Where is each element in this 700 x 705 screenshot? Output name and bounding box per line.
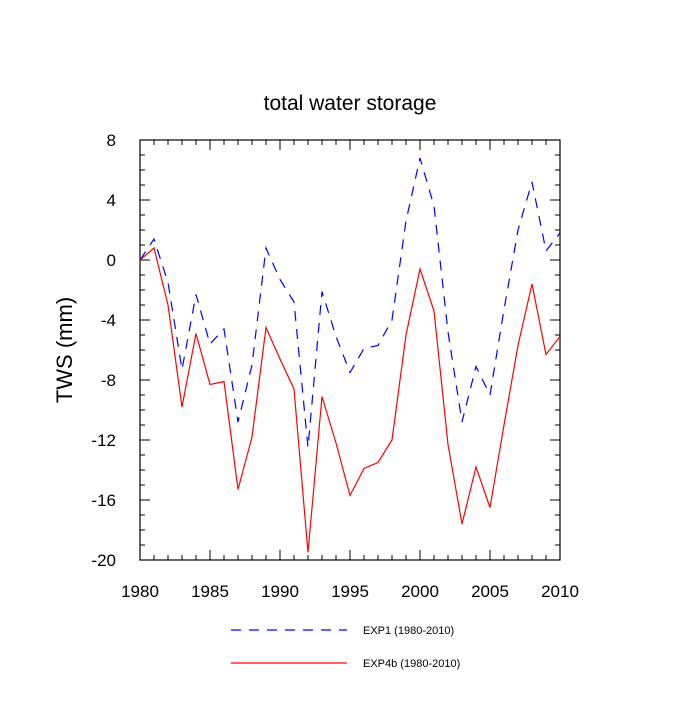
x-tick-label: 1980: [121, 582, 159, 601]
y-tick-label: 0: [107, 251, 116, 270]
y-tick-label: -8: [101, 371, 116, 390]
y-tick-label: 4: [107, 191, 116, 210]
y-tick-label: 8: [107, 131, 116, 150]
x-tick-label: 2010: [541, 582, 579, 601]
legend-label-2: EXP4b (1980-2010): [363, 658, 460, 670]
legend: EXP1 (1980-2010) EXP4b (1980-2010): [231, 625, 460, 670]
y-axis-label: TWS (mm): [52, 297, 77, 403]
legend-label-1: EXP1 (1980-2010): [363, 625, 454, 637]
series-layer: [139, 157, 561, 553]
y-tick-label: -4: [101, 311, 116, 330]
series-line-2: [139, 246, 561, 553]
chart-title: total water storage: [264, 92, 437, 115]
series-line-1: [139, 157, 561, 448]
x-tick-label: 1995: [331, 582, 369, 601]
x-tick-label: 2005: [471, 582, 509, 601]
x-tick-label: 1990: [261, 582, 299, 601]
y-tick-label: -16: [91, 491, 116, 510]
x-tick-label: 1985: [191, 582, 229, 601]
y-tick-label: -20: [91, 551, 116, 570]
axis-ticks: 1980 1985 1990 1995 2000 2005 2010 8 4 0 -4 -8 -12 -1…: [91, 131, 578, 601]
x-tick-label: 2000: [401, 582, 439, 601]
y-tick-label: -12: [91, 431, 116, 450]
